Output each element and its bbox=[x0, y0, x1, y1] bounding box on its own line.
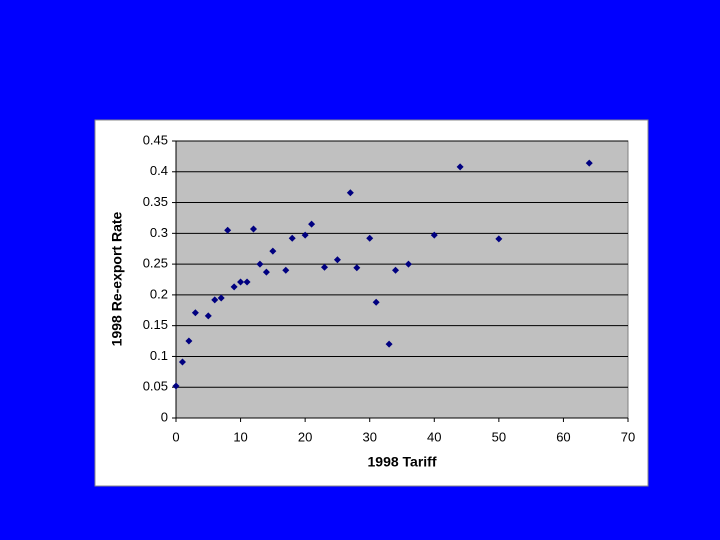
x-tick-label: 20 bbox=[298, 429, 312, 444]
point bbox=[172, 382, 180, 390]
point bbox=[430, 231, 438, 239]
point bbox=[346, 189, 354, 197]
x-axis-label: 1998 Tariff bbox=[368, 454, 437, 470]
y-tick-label: 0.35 bbox=[143, 194, 168, 209]
point bbox=[178, 358, 186, 366]
point bbox=[385, 340, 393, 348]
point bbox=[585, 159, 593, 167]
y-tick-label: 0.25 bbox=[143, 256, 168, 271]
y-tick-label: 0.1 bbox=[150, 348, 168, 363]
x-tick-label: 50 bbox=[492, 429, 506, 444]
point bbox=[392, 266, 400, 274]
point bbox=[321, 263, 329, 271]
x-tick-label: 30 bbox=[362, 429, 376, 444]
point bbox=[366, 234, 374, 242]
point bbox=[269, 247, 277, 255]
x-tick-label: 0 bbox=[172, 429, 179, 444]
y-tick-label: 0.4 bbox=[150, 163, 168, 178]
point bbox=[185, 337, 193, 345]
point bbox=[308, 220, 316, 228]
y-tick-label: 0.15 bbox=[143, 317, 168, 332]
y-tick-label: 0.45 bbox=[143, 132, 168, 147]
y-tick-label: 0.3 bbox=[150, 225, 168, 240]
point bbox=[333, 256, 341, 264]
point bbox=[249, 225, 257, 233]
x-tick-label: 40 bbox=[427, 429, 441, 444]
point bbox=[301, 231, 309, 239]
point bbox=[262, 268, 270, 276]
point bbox=[353, 264, 361, 272]
x-tick-label: 60 bbox=[556, 429, 570, 444]
y-tick-label: 0 bbox=[161, 409, 168, 424]
point bbox=[243, 278, 251, 286]
point bbox=[256, 260, 264, 268]
point bbox=[404, 260, 412, 268]
point bbox=[372, 298, 380, 306]
point bbox=[456, 163, 464, 171]
point bbox=[224, 226, 232, 234]
point bbox=[204, 312, 212, 320]
y-tick-label: 0.05 bbox=[143, 379, 168, 394]
point bbox=[211, 296, 219, 304]
point bbox=[282, 266, 290, 274]
point bbox=[191, 309, 199, 317]
y-tick-label: 0.2 bbox=[150, 286, 168, 301]
x-tick-label: 10 bbox=[233, 429, 247, 444]
point bbox=[495, 235, 503, 243]
point bbox=[237, 278, 245, 286]
plot-area bbox=[175, 140, 629, 419]
point bbox=[288, 234, 296, 242]
point bbox=[230, 283, 238, 291]
y-axis-label: 1998 Re-export Rate bbox=[109, 211, 125, 346]
point bbox=[217, 294, 225, 302]
x-tick-label: 70 bbox=[621, 429, 635, 444]
